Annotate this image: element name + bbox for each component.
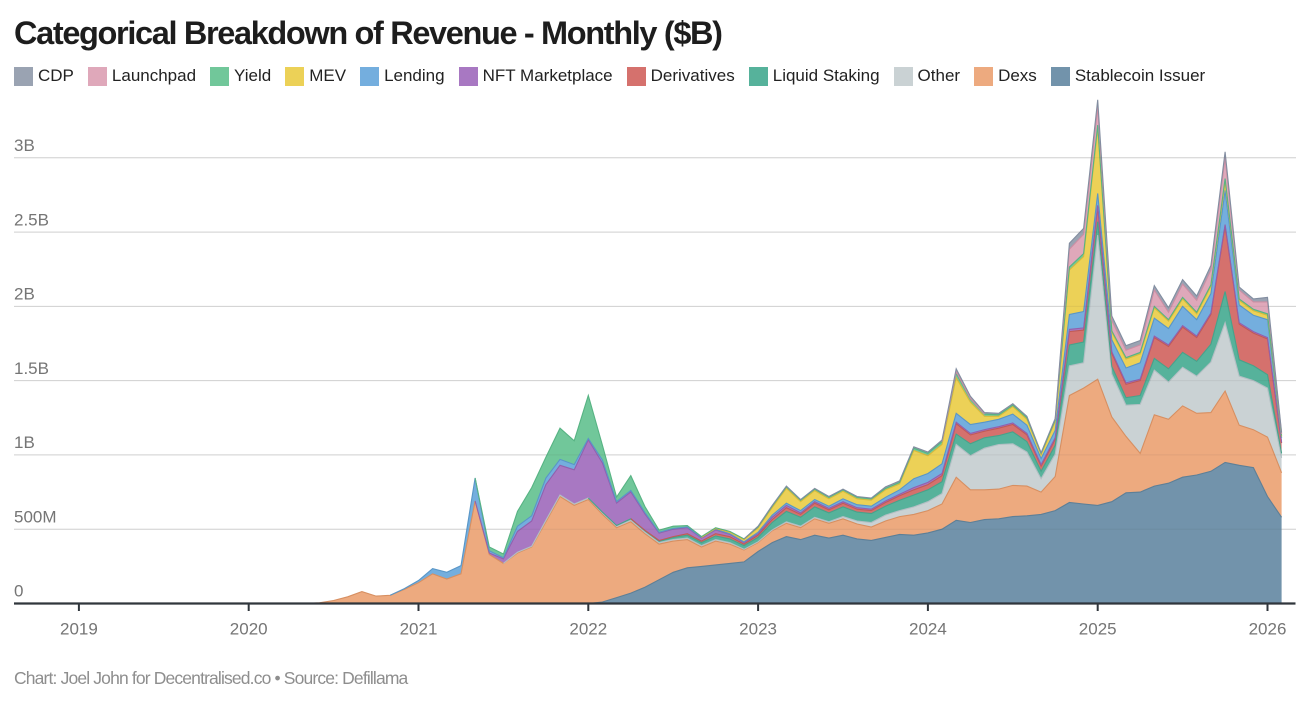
svg-text:2020: 2020 — [230, 620, 268, 639]
svg-text:1B: 1B — [14, 433, 35, 452]
svg-text:2024: 2024 — [909, 620, 947, 639]
svg-text:1.5B: 1.5B — [14, 359, 49, 378]
svg-text:3B: 3B — [14, 136, 35, 155]
svg-text:2026: 2026 — [1249, 620, 1287, 639]
svg-text:2.5B: 2.5B — [14, 210, 49, 229]
svg-text:2021: 2021 — [400, 620, 438, 639]
svg-text:500M: 500M — [14, 507, 57, 526]
svg-text:0: 0 — [14, 582, 23, 601]
svg-text:2022: 2022 — [569, 620, 607, 639]
svg-text:2023: 2023 — [739, 620, 777, 639]
svg-text:2019: 2019 — [60, 620, 98, 639]
svg-text:2B: 2B — [14, 285, 35, 304]
svg-text:2025: 2025 — [1079, 620, 1117, 639]
